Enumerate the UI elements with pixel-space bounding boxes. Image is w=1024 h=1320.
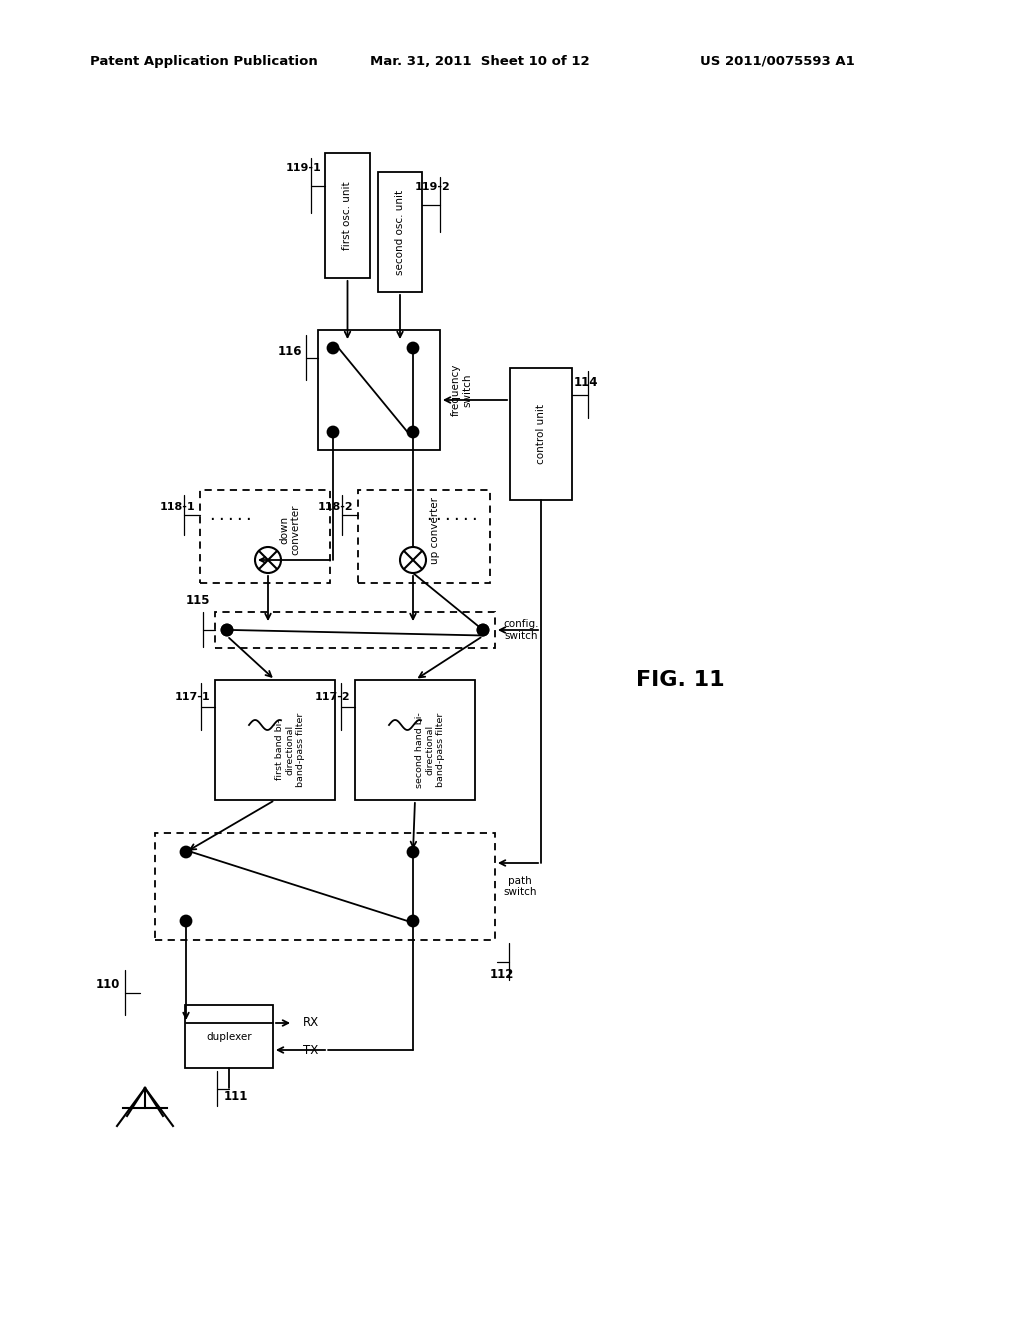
Text: 112: 112 bbox=[490, 968, 514, 981]
Text: path
switch: path switch bbox=[503, 875, 537, 898]
Circle shape bbox=[408, 846, 419, 858]
Text: first band bi-
directional
band-pass filter: first band bi- directional band-pass fil… bbox=[275, 713, 305, 787]
Bar bbox=[318, 330, 440, 450]
Text: 114: 114 bbox=[573, 376, 598, 389]
Text: FIG. 11: FIG. 11 bbox=[636, 671, 724, 690]
Text: Mar. 31, 2011  Sheet 10 of 12: Mar. 31, 2011 Sheet 10 of 12 bbox=[370, 55, 590, 69]
Text: ·: · bbox=[227, 511, 232, 529]
Text: 115: 115 bbox=[185, 594, 210, 607]
Text: ·: · bbox=[454, 511, 459, 529]
Text: up converter: up converter bbox=[430, 496, 440, 564]
Bar bbox=[215, 680, 335, 800]
Circle shape bbox=[221, 624, 232, 635]
Text: 116: 116 bbox=[278, 345, 302, 358]
Bar bbox=[325, 153, 370, 279]
Circle shape bbox=[328, 342, 339, 354]
Text: 118-2: 118-2 bbox=[317, 502, 353, 512]
Text: TX: TX bbox=[303, 1044, 318, 1056]
Text: second hand bi-
directional
band-pass filter: second hand bi- directional band-pass fi… bbox=[415, 711, 444, 788]
Circle shape bbox=[180, 916, 191, 927]
Text: ·: · bbox=[444, 511, 450, 529]
Bar bbox=[358, 490, 490, 583]
Text: 117-2: 117-2 bbox=[314, 692, 350, 702]
Circle shape bbox=[408, 426, 419, 437]
Text: ·: · bbox=[218, 511, 224, 529]
Text: ·: · bbox=[245, 511, 251, 529]
Text: US 2011/0075593 A1: US 2011/0075593 A1 bbox=[700, 55, 855, 69]
Text: 118-1: 118-1 bbox=[160, 502, 195, 512]
Text: 110: 110 bbox=[95, 978, 120, 991]
Text: Patent Application Publication: Patent Application Publication bbox=[90, 55, 317, 69]
Circle shape bbox=[328, 426, 339, 437]
Text: 119-1: 119-1 bbox=[286, 162, 321, 173]
Bar bbox=[200, 490, 330, 583]
Text: 119-2: 119-2 bbox=[415, 182, 450, 191]
Text: ·: · bbox=[237, 511, 242, 529]
Bar bbox=[215, 612, 495, 648]
Circle shape bbox=[221, 624, 232, 635]
Circle shape bbox=[180, 846, 191, 858]
Text: 117-1: 117-1 bbox=[174, 692, 210, 702]
Text: second osc. unit: second osc. unit bbox=[395, 190, 406, 275]
Text: control unit: control unit bbox=[536, 404, 546, 465]
Circle shape bbox=[477, 624, 488, 635]
Text: 111: 111 bbox=[224, 1090, 249, 1104]
Text: duplexer: duplexer bbox=[206, 1031, 252, 1041]
Text: config.
switch: config. switch bbox=[503, 619, 539, 640]
Bar bbox=[378, 172, 422, 292]
Text: RX: RX bbox=[303, 1016, 319, 1030]
Bar bbox=[510, 368, 572, 500]
Text: ·: · bbox=[435, 511, 441, 529]
Bar bbox=[355, 680, 475, 800]
Text: ·: · bbox=[471, 511, 477, 529]
Circle shape bbox=[477, 624, 488, 635]
Text: frequency
switch: frequency switch bbox=[452, 364, 473, 416]
Text: ·: · bbox=[462, 511, 468, 529]
Text: ·: · bbox=[209, 511, 215, 529]
Text: down
converter: down converter bbox=[280, 504, 301, 556]
Circle shape bbox=[408, 916, 419, 927]
Bar bbox=[155, 833, 495, 940]
Text: ·: · bbox=[426, 511, 432, 529]
Bar bbox=[185, 1005, 273, 1068]
Circle shape bbox=[408, 342, 419, 354]
Text: first osc. unit: first osc. unit bbox=[342, 181, 352, 249]
